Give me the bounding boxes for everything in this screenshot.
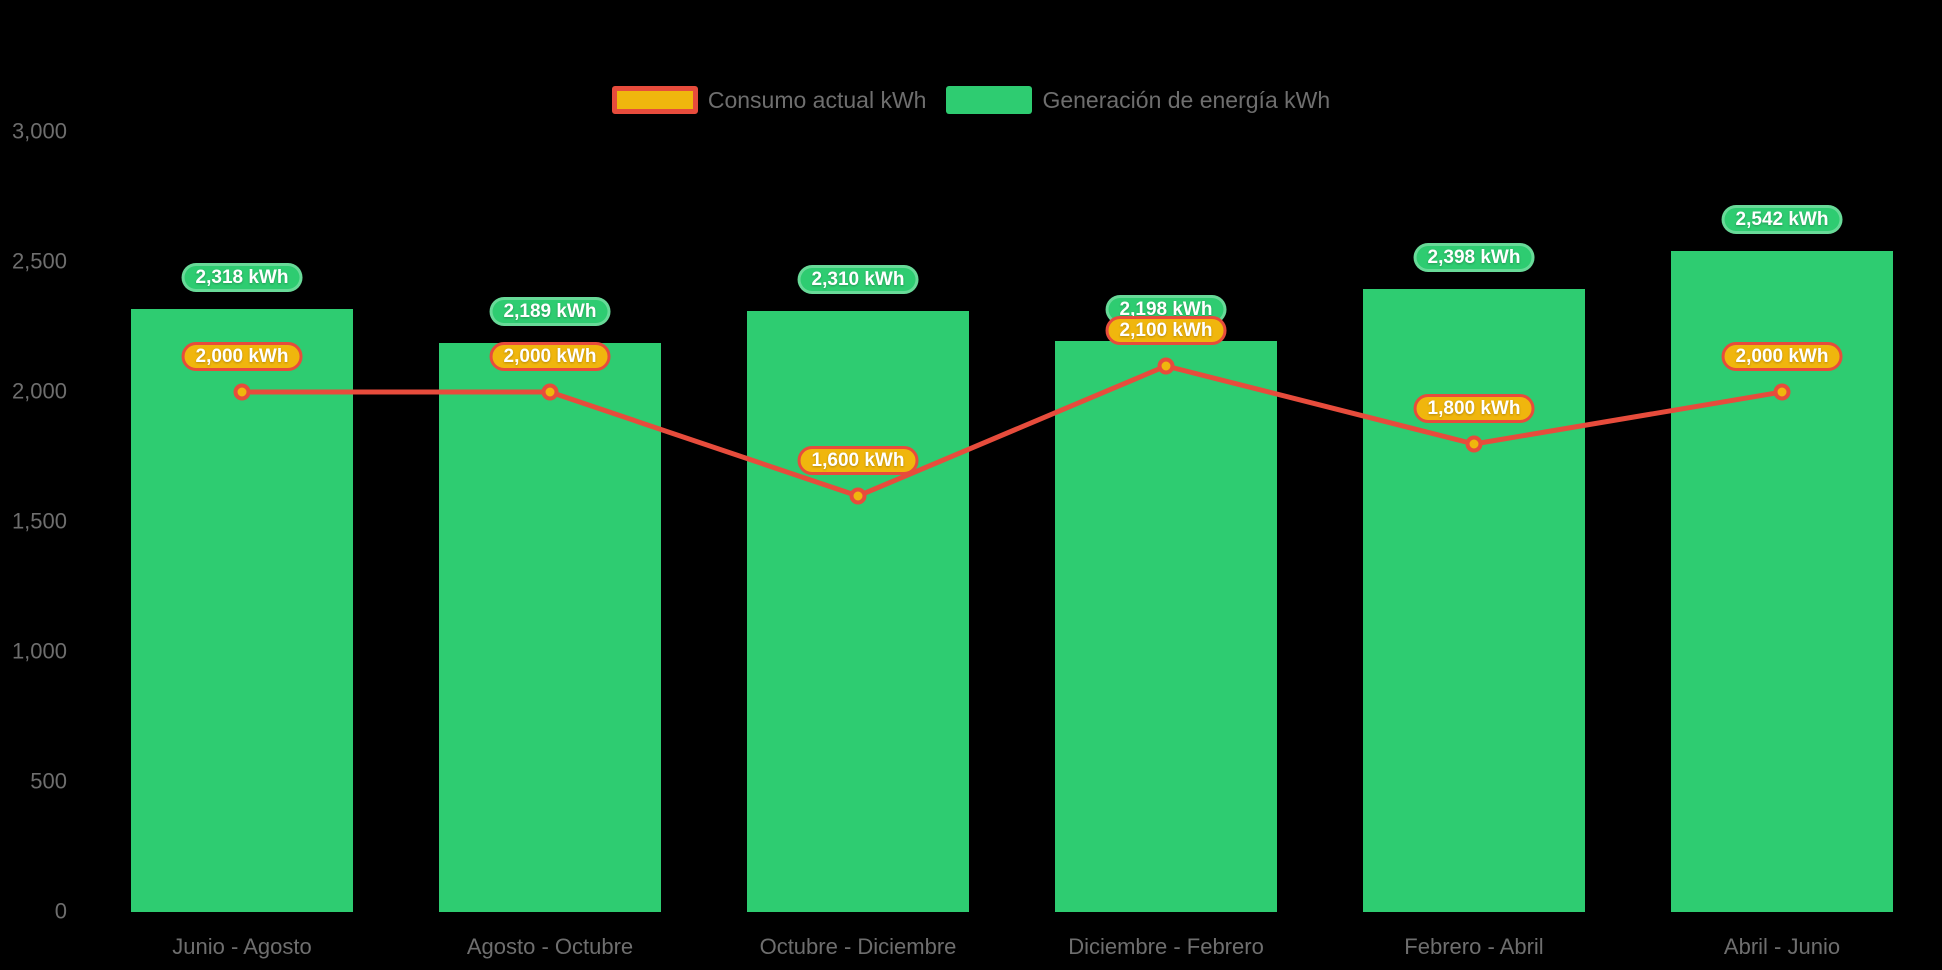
bar-generacion <box>1055 340 1277 912</box>
x-category-label: Abril - Junio <box>1723 934 1841 959</box>
bar-generacion <box>131 309 353 912</box>
x-category-label: Octubre - Diciembre <box>759 934 957 959</box>
y-tick-label: 2,000 <box>11 378 67 404</box>
line-value-label: 2,000 kWh <box>181 342 303 371</box>
legend-swatch-generacion-icon <box>946 86 1033 114</box>
y-tick-label: 0 <box>54 898 67 924</box>
x-category-label: Diciembre - Febrero <box>1068 934 1264 959</box>
bar-value-label: 2,318 kWh <box>181 263 303 293</box>
y-tick-label: 3,000 <box>11 118 67 144</box>
line-value-label: 1,600 kWh <box>797 446 919 475</box>
legend-swatch-consumo-icon <box>611 86 698 114</box>
y-tick-label: 2,500 <box>11 248 67 274</box>
legend-item-generacion[interactable]: Generación de energía kWh <box>946 86 1330 114</box>
bar-value-label: 2,398 kWh <box>1413 242 1535 272</box>
bar-generacion <box>439 342 661 912</box>
bar-value-label: 2,310 kWh <box>797 265 919 295</box>
x-category-label: Febrero - Abril <box>1404 934 1544 959</box>
y-tick-label: 1,500 <box>11 508 67 534</box>
legend-item-consumo[interactable]: Consumo actual kWh <box>611 86 927 114</box>
bar-generacion <box>1363 288 1585 912</box>
legend: Consumo actual kWh Generación de energía… <box>0 86 1942 114</box>
line-value-label: 2,100 kWh <box>1105 316 1227 345</box>
line-value-label: 2,000 kWh <box>1721 342 1843 371</box>
y-tick-label: 1,000 <box>11 638 67 664</box>
bar-value-label: 2,189 kWh <box>489 296 611 326</box>
line-value-label: 1,800 kWh <box>1413 394 1535 423</box>
x-category-label: Junio - Agosto <box>172 934 312 959</box>
bar-value-label: 2,542 kWh <box>1721 205 1843 235</box>
legend-label-consumo: Consumo actual kWh <box>707 86 927 113</box>
y-tick-label: 500 <box>30 768 67 794</box>
x-category-label: Agosto - Octubre <box>466 934 634 959</box>
line-value-label: 2,000 kWh <box>489 342 611 371</box>
bar-generacion <box>747 311 969 912</box>
legend-label-generacion: Generación de energía kWh <box>1042 86 1331 113</box>
